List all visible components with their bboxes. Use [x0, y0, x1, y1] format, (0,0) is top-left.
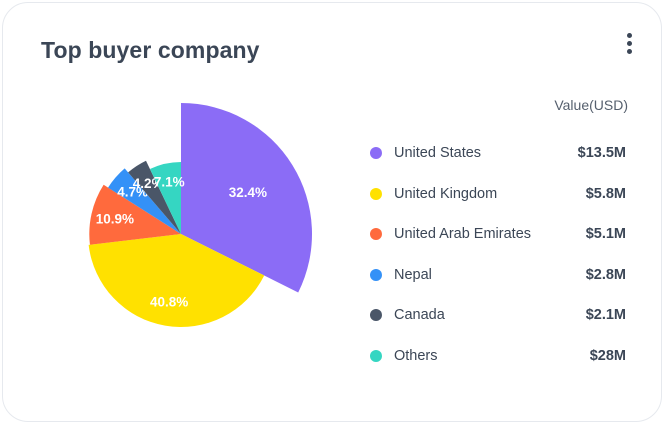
more-vertical-icon[interactable] — [617, 31, 641, 55]
legend-item[interactable]: United Kingdom $5.8M — [370, 174, 626, 215]
slice-percent-label: 40.8% — [150, 294, 188, 309]
menu-dot — [626, 48, 632, 54]
legend-color-dot — [370, 268, 382, 281]
card-title: Top buyer company — [41, 37, 260, 63]
pie-slice[interactable] — [88, 234, 265, 328]
legend-country-name: United Arab Emirates — [394, 226, 532, 243]
legend: United States $13.5M United Kingdom $5.8… — [370, 133, 626, 376]
slice-percent-label: 7.1% — [154, 175, 185, 190]
pie-slice[interactable] — [181, 103, 313, 293]
menu-dot — [626, 32, 632, 38]
pie-slice[interactable] — [149, 161, 181, 234]
legend-color-dot — [370, 187, 382, 200]
legend-country-name: Canada — [394, 307, 445, 324]
pie-slice[interactable] — [108, 168, 181, 234]
legend-color-dot — [370, 309, 382, 322]
legend-color-dot — [370, 228, 382, 241]
slice-percent-label: 32.4% — [229, 185, 267, 200]
legend-item[interactable]: United States $13.5M — [370, 133, 626, 174]
legend-value: $13.5M — [577, 145, 626, 162]
slice-percent-label: 10.9% — [96, 211, 134, 226]
pie-slice[interactable] — [128, 160, 181, 234]
legend-country-name: Nepal — [394, 266, 432, 283]
legend-item[interactable]: United Arab Emirates $5.1M — [370, 214, 626, 255]
legend-value: $2.1M — [585, 307, 626, 324]
legend-value: $5.1M — [585, 226, 626, 243]
legend-item[interactable]: Canada $2.1M — [370, 295, 626, 336]
legend-country-name: United States — [394, 145, 482, 162]
legend-value: $2.8M — [585, 266, 626, 283]
legend-value: $28M — [589, 347, 626, 364]
legend-color-dot — [370, 147, 382, 160]
legend-country-name: Others — [394, 347, 438, 364]
pie-slice[interactable] — [89, 184, 181, 245]
menu-dot — [626, 40, 632, 46]
legend-header: Value(USD) — [554, 97, 628, 113]
legend-color-dot — [370, 349, 382, 362]
slice-percent-label: 4.7% — [117, 185, 148, 200]
legend-item[interactable]: Nepal $2.8M — [370, 255, 626, 296]
legend-country-name: United Kingdom — [394, 185, 498, 202]
legend-value: $5.8M — [585, 185, 626, 202]
legend-item[interactable]: Others $28M — [370, 336, 626, 377]
